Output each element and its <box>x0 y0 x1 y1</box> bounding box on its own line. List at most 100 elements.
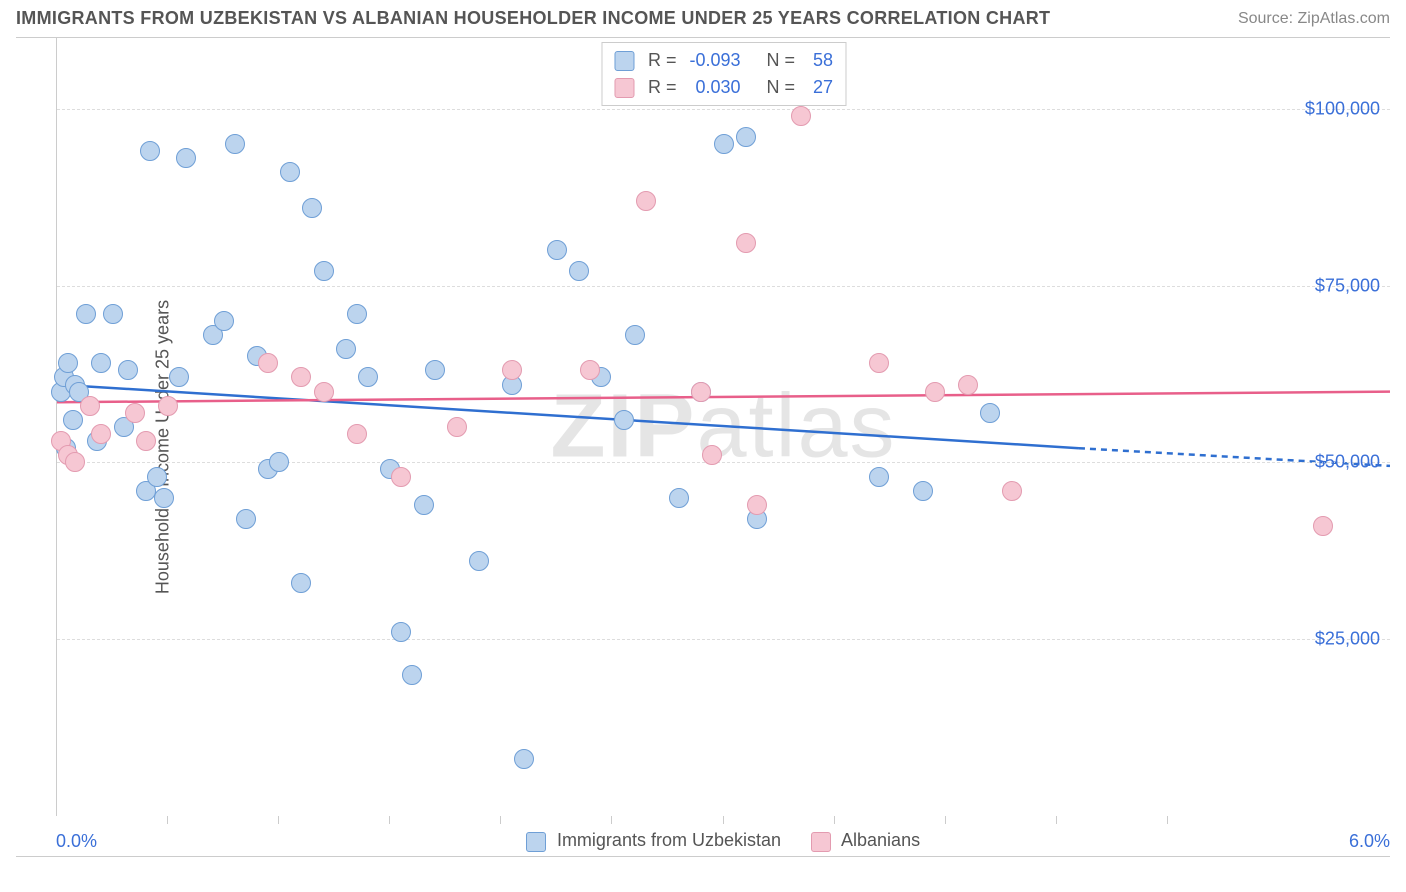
legend-item-1: Albanians <box>811 830 920 851</box>
gridline <box>57 462 1390 463</box>
data-point-uzbekistan <box>140 141 160 161</box>
data-point-uzbekistan <box>91 353 111 373</box>
data-point-uzbekistan <box>214 311 234 331</box>
data-point-uzbekistan <box>291 573 311 593</box>
data-point-albanians <box>125 403 145 423</box>
data-point-uzbekistan <box>103 304 123 324</box>
data-point-albanians <box>1313 516 1333 536</box>
legend-swatch-0 <box>526 832 546 852</box>
source-label: Source: ZipAtlas.com <box>1238 10 1390 28</box>
data-point-uzbekistan <box>614 410 634 430</box>
data-point-albanians <box>691 382 711 402</box>
ytick-label: $25,000 <box>1315 629 1380 650</box>
stats-row-1: R = 0.030 N = 27 <box>614 74 833 101</box>
x-axis-labels: 0.0% Immigrants from Uzbekistan Albanian… <box>56 826 1390 856</box>
trend-line-albanians <box>57 392 1390 403</box>
chart-header: IMMIGRANTS FROM UZBEKISTAN VS ALBANIAN H… <box>0 0 1406 33</box>
xtick <box>1056 816 1057 824</box>
gridline <box>57 286 1390 287</box>
data-point-uzbekistan <box>118 360 138 380</box>
data-point-albanians <box>65 452 85 472</box>
data-point-uzbekistan <box>58 353 78 373</box>
data-point-uzbekistan <box>302 198 322 218</box>
stats-swatch-1 <box>614 78 634 98</box>
xtick <box>278 816 279 824</box>
xtick <box>945 816 946 824</box>
plot-area: ZIPatlas R = -0.093 N = 58 R = 0.030 N =… <box>56 38 1390 816</box>
ytick-label: $75,000 <box>1315 275 1380 296</box>
data-point-albanians <box>958 375 978 395</box>
data-point-uzbekistan <box>402 665 422 685</box>
chart-title: IMMIGRANTS FROM UZBEKISTAN VS ALBANIAN H… <box>16 8 1050 29</box>
r-value-1: 0.030 <box>685 74 741 101</box>
data-point-albanians <box>791 106 811 126</box>
data-point-albanians <box>502 360 522 380</box>
data-point-albanians <box>447 417 467 437</box>
xtick <box>1167 816 1168 824</box>
legend-label-1: Albanians <box>841 830 920 850</box>
xtick <box>389 816 390 824</box>
data-point-uzbekistan <box>514 749 534 769</box>
n-value-1: 27 <box>803 74 833 101</box>
xtick <box>500 816 501 824</box>
data-point-uzbekistan <box>714 134 734 154</box>
n-value-0: 58 <box>803 47 833 74</box>
gridline <box>57 639 1390 640</box>
legend-item-0: Immigrants from Uzbekistan <box>526 830 781 851</box>
data-point-uzbekistan <box>980 403 1000 423</box>
r-value-0: -0.093 <box>685 47 741 74</box>
data-point-albanians <box>747 495 767 515</box>
ytick-label: $100,000 <box>1305 98 1380 119</box>
chart-container: Householder Income Under 25 years ZIPatl… <box>16 37 1390 857</box>
bottom-legend: Immigrants from Uzbekistan Albanians <box>526 830 920 851</box>
xtick <box>167 816 168 824</box>
data-point-uzbekistan <box>547 240 567 260</box>
xtick <box>834 816 835 824</box>
data-point-albanians <box>91 424 111 444</box>
data-point-uzbekistan <box>76 304 96 324</box>
data-point-uzbekistan <box>869 467 889 487</box>
xtick <box>611 816 612 824</box>
legend-swatch-1 <box>811 832 831 852</box>
data-point-uzbekistan <box>147 467 167 487</box>
data-point-uzbekistan <box>63 410 83 430</box>
data-point-uzbekistan <box>414 495 434 515</box>
data-point-albanians <box>391 467 411 487</box>
trend-lines <box>57 38 1390 816</box>
data-point-uzbekistan <box>347 304 367 324</box>
data-point-uzbekistan <box>336 339 356 359</box>
data-point-albanians <box>80 396 100 416</box>
data-point-albanians <box>869 353 889 373</box>
data-point-uzbekistan <box>913 481 933 501</box>
data-point-albanians <box>736 233 756 253</box>
data-point-uzbekistan <box>225 134 245 154</box>
data-point-uzbekistan <box>176 148 196 168</box>
data-point-albanians <box>702 445 722 465</box>
data-point-albanians <box>291 367 311 387</box>
stats-swatch-0 <box>614 51 634 71</box>
data-point-albanians <box>636 191 656 211</box>
x-max-label: 6.0% <box>1349 831 1390 852</box>
data-point-uzbekistan <box>154 488 174 508</box>
xtick <box>723 816 724 824</box>
x-min-label: 0.0% <box>56 831 97 852</box>
data-point-uzbekistan <box>736 127 756 147</box>
data-point-uzbekistan <box>391 622 411 642</box>
data-point-uzbekistan <box>669 488 689 508</box>
data-point-albanians <box>1002 481 1022 501</box>
data-point-albanians <box>314 382 334 402</box>
ytick-label: $50,000 <box>1315 452 1380 473</box>
gridline <box>57 109 1390 110</box>
data-point-uzbekistan <box>236 509 256 529</box>
stats-box: R = -0.093 N = 58 R = 0.030 N = 27 <box>601 42 846 106</box>
data-point-albanians <box>136 431 156 451</box>
data-point-albanians <box>258 353 278 373</box>
data-point-albanians <box>925 382 945 402</box>
data-point-albanians <box>158 396 178 416</box>
data-point-uzbekistan <box>169 367 189 387</box>
data-point-uzbekistan <box>425 360 445 380</box>
data-point-uzbekistan <box>625 325 645 345</box>
data-point-uzbekistan <box>469 551 489 571</box>
data-point-albanians <box>580 360 600 380</box>
data-point-uzbekistan <box>358 367 378 387</box>
